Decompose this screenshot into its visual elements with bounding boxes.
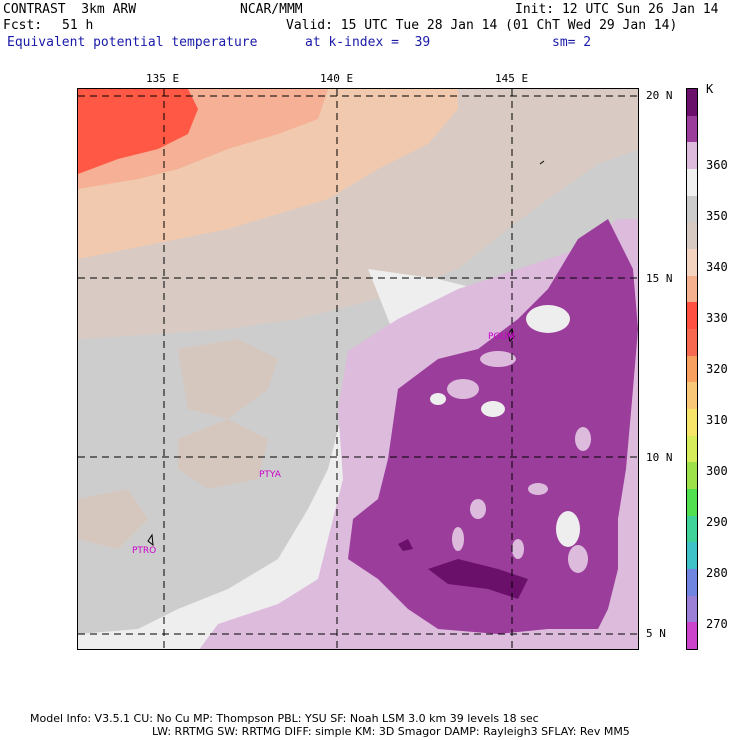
colorbar-segment — [687, 515, 697, 543]
colorbar-segment — [687, 222, 697, 249]
station-label-pgum: PGUM — [488, 332, 515, 342]
colorbar-segment — [687, 595, 697, 623]
forecast-hours: 51 h — [62, 18, 94, 33]
model-title: CONTRAST 3km ARW — [3, 2, 137, 17]
station-label-ptro: PTRO — [132, 546, 157, 556]
station-label-ptya: PTYA — [259, 470, 281, 480]
colorbar-segment — [687, 115, 697, 143]
colorbar-unit: K — [706, 82, 714, 96]
colorbar-segment — [687, 329, 697, 356]
colorbar-tick: 310 — [706, 413, 728, 427]
map-panel — [77, 88, 639, 650]
colorbar-tick: 330 — [706, 311, 728, 325]
valid-time: Valid: 15 UTC Tue 28 Jan 14 (01 ChT Wed … — [286, 18, 678, 33]
colorbar-tick: 320 — [706, 362, 728, 376]
colorbar-segment — [687, 435, 697, 463]
colorbar-segment — [687, 142, 697, 169]
colorbar-segment — [687, 355, 697, 383]
colorbar-segment — [687, 489, 697, 516]
organization: NCAR/MMM — [240, 2, 303, 17]
lat-label-20: 20 N — [646, 89, 673, 102]
field-name: Equivalent potential temperature — [7, 35, 258, 50]
lat-label-5: 5 N — [646, 627, 666, 640]
colorbar-tick: 290 — [706, 515, 728, 529]
colorbar-segment — [687, 569, 697, 596]
colorbar-tick: 270 — [706, 617, 728, 631]
colorbar-tick: 280 — [706, 566, 728, 580]
colorbar-segment — [687, 275, 697, 303]
lon-label-145: 145 E — [495, 72, 529, 85]
colorbar-tick: 360 — [706, 158, 728, 172]
colorbar-segment — [687, 382, 697, 409]
colorbar-segment — [687, 462, 697, 489]
model-info-line2: LW: RRTMG SW: RRTMG DIFF: simple KM: 3D … — [152, 725, 630, 738]
colorbar-segment — [687, 622, 697, 649]
colorbar-segment — [687, 169, 697, 196]
lon-label-135: 135 E — [146, 72, 180, 85]
smoothing-info: sm= 2 — [552, 35, 592, 50]
lon-label-140: 140 E — [320, 72, 354, 85]
init-time: Init: 12 UTC Sun 26 Jan 14 — [515, 2, 719, 17]
colorbar-segment — [687, 89, 697, 116]
colorbar-segment — [687, 409, 697, 436]
lat-label-15: 15 N — [646, 272, 673, 285]
colorbar-segment — [687, 302, 697, 329]
lat-label-10: 10 N — [646, 451, 673, 464]
forecast-label: Fcst: — [3, 18, 43, 33]
colorbar-segment — [687, 542, 697, 569]
colorbar — [686, 88, 698, 650]
colorbar-tick: 350 — [706, 209, 728, 223]
level-info: at k-index = 39 — [305, 35, 431, 50]
theta-e-field — [78, 89, 638, 649]
colorbar-tick: 300 — [706, 464, 728, 478]
colorbar-segment — [687, 195, 697, 223]
model-info-line1: Model Info: V3.5.1 CU: No Cu MP: Thompso… — [30, 712, 539, 725]
colorbar-tick: 340 — [706, 260, 728, 274]
colorbar-segment — [687, 249, 697, 276]
